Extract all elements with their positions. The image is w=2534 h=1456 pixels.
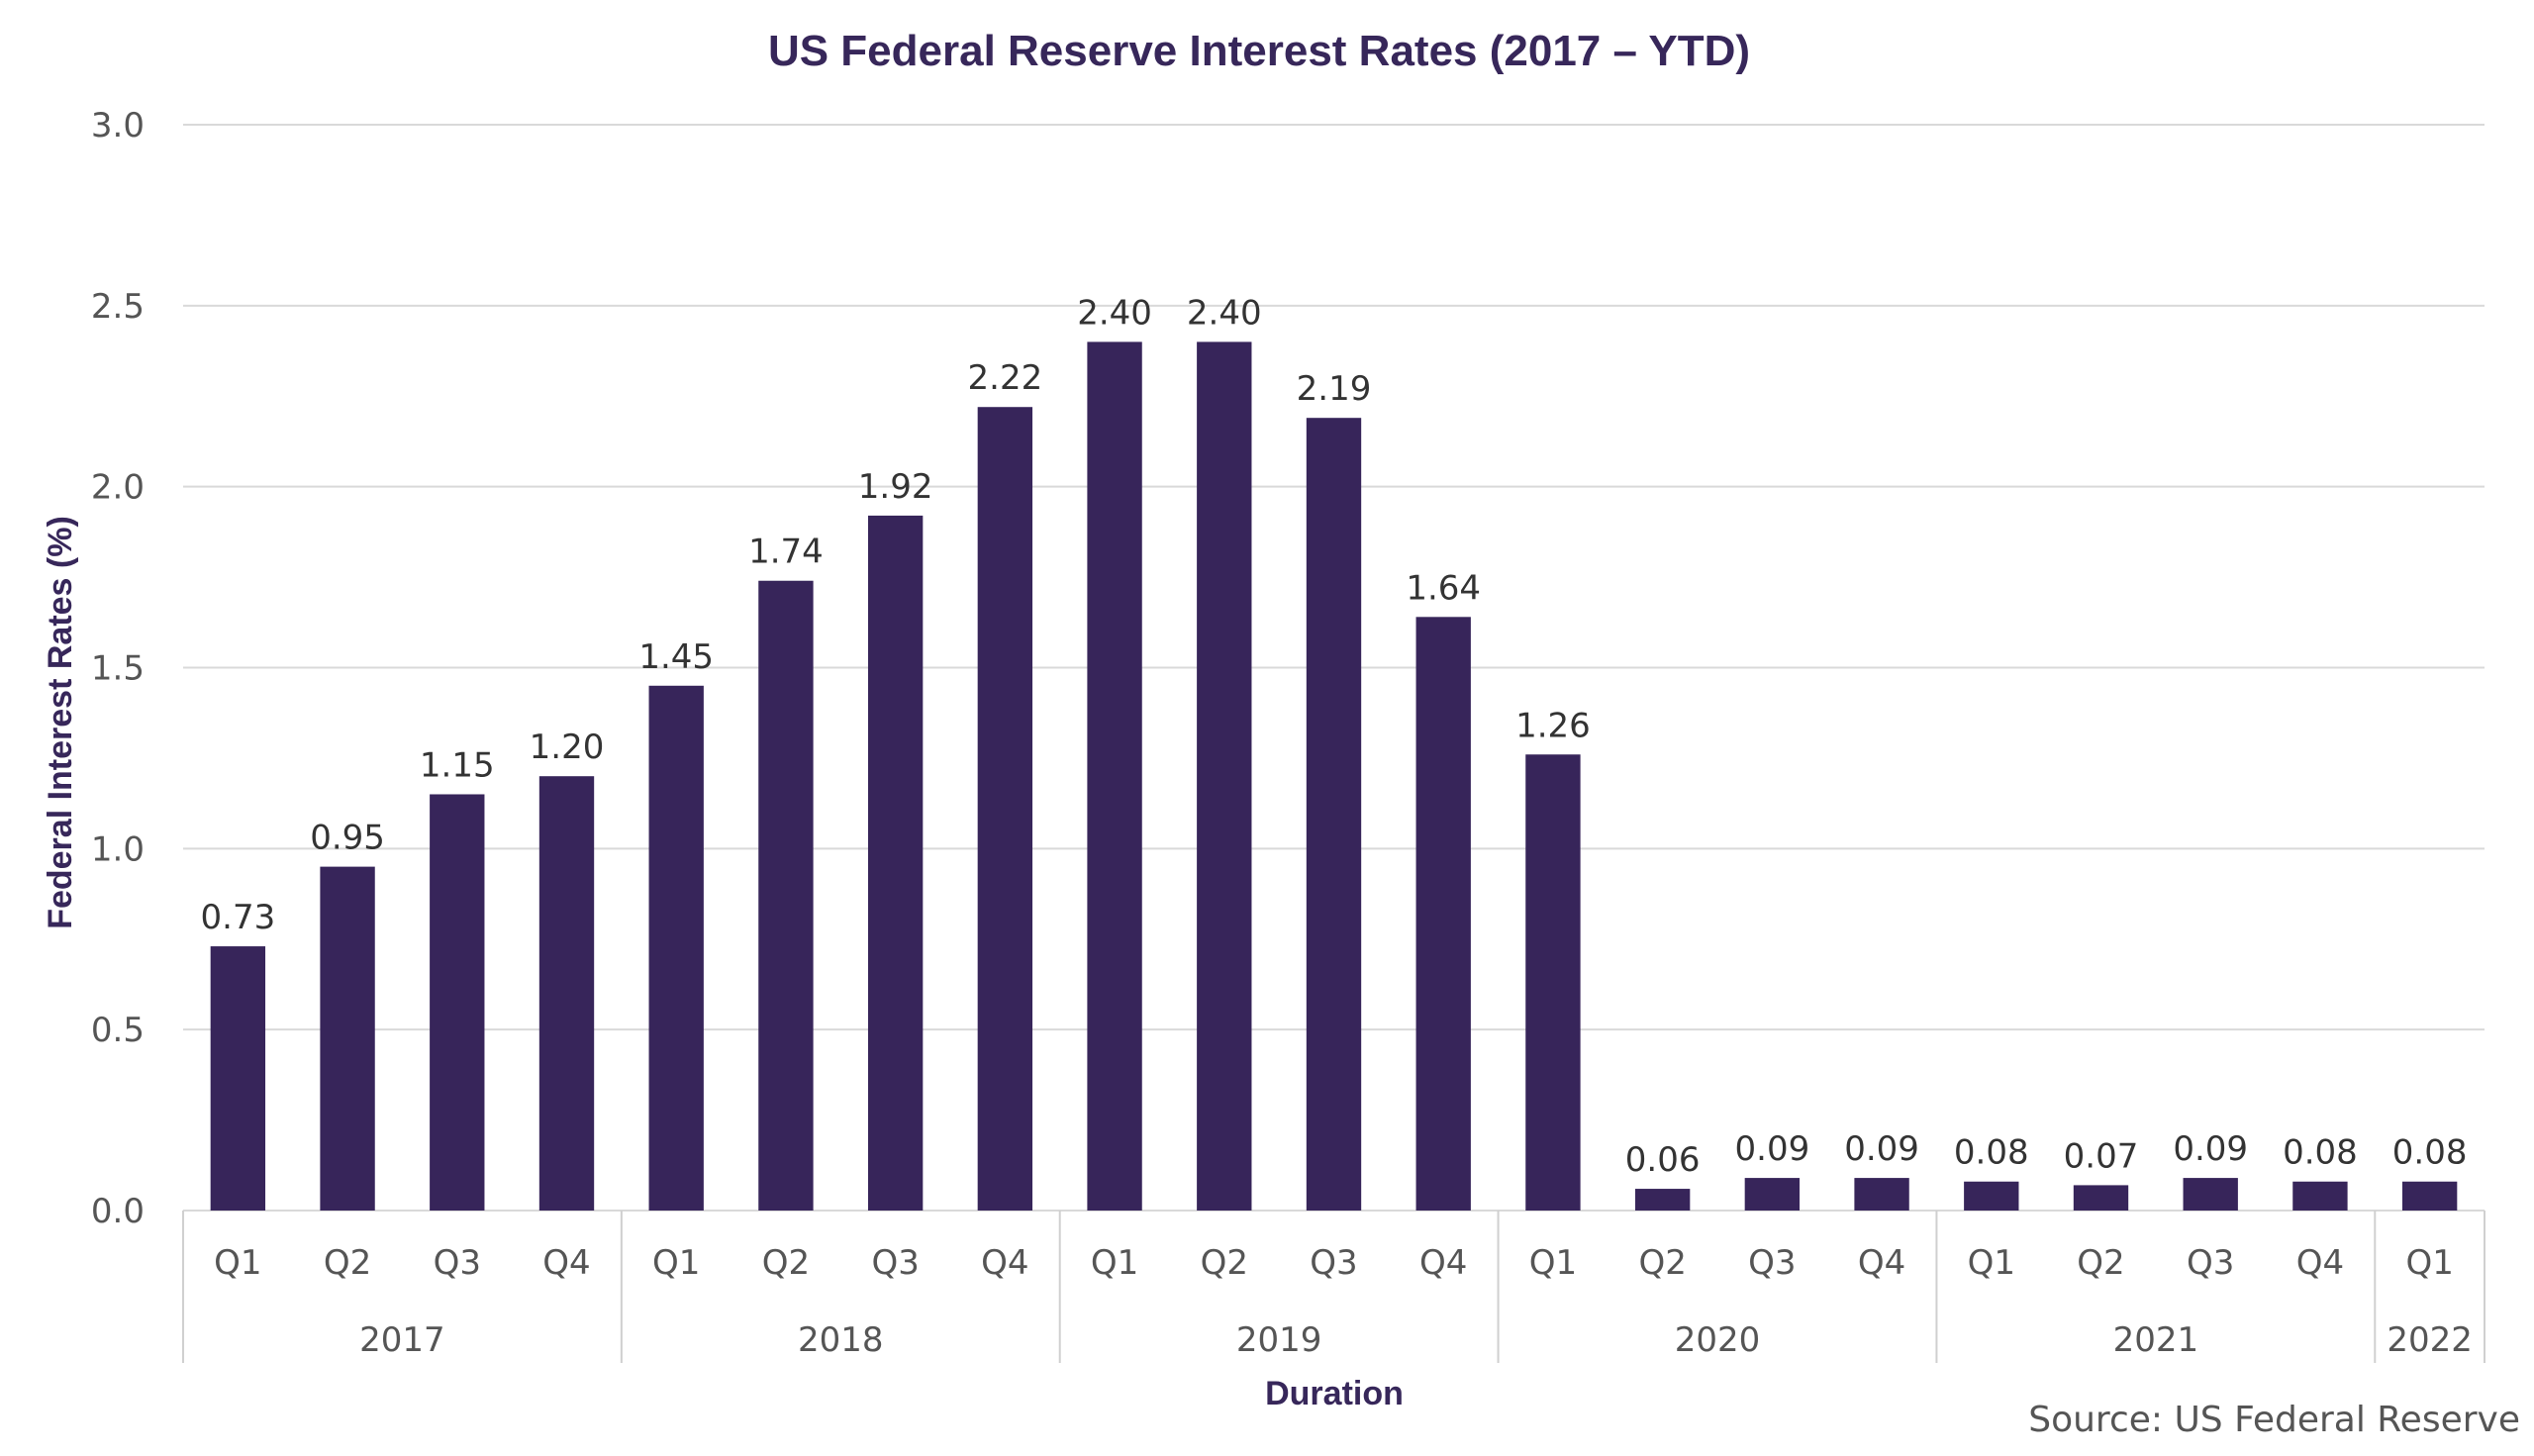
x-tick-label: Q4 <box>2296 1243 2344 1283</box>
data-label: 0.73 <box>201 898 276 937</box>
data-label: 0.09 <box>1844 1129 1919 1169</box>
x-tick-label: Q2 <box>2077 1243 2124 1283</box>
x-tick-label: Q1 <box>1968 1243 2015 1283</box>
bar <box>867 515 924 1211</box>
data-label: 0.09 <box>2173 1129 2248 1169</box>
x-group-label: 2020 <box>1675 1320 1761 1360</box>
bar <box>2401 1181 2458 1211</box>
bar <box>1854 1178 1909 1211</box>
bar <box>1634 1189 1691 1211</box>
x-tick-label: Q2 <box>324 1243 371 1283</box>
bar <box>758 580 814 1211</box>
x-tick-label: Q2 <box>1638 1243 1686 1283</box>
data-label: 1.20 <box>530 728 605 767</box>
bar <box>1525 754 1581 1211</box>
bar <box>210 946 266 1211</box>
bar <box>2073 1185 2129 1211</box>
bar <box>538 776 595 1211</box>
x-tick-label: Q4 <box>1419 1243 1467 1283</box>
bar <box>320 866 375 1211</box>
y-tick-label: 3.0 <box>91 106 145 146</box>
x-group-label: 2019 <box>1236 1320 1322 1360</box>
bar <box>2292 1181 2348 1211</box>
x-tick-label: Q1 <box>214 1243 261 1283</box>
x-tick-label: Q3 <box>1748 1243 1796 1283</box>
bar <box>977 407 1033 1212</box>
bar <box>1197 341 1252 1211</box>
data-label: 1.26 <box>1515 706 1591 745</box>
data-label: 2.40 <box>1187 293 1262 333</box>
data-label: 0.08 <box>1954 1133 2029 1173</box>
x-tick-label: Q3 <box>2187 1243 2234 1283</box>
bar <box>648 685 704 1211</box>
data-label: 1.92 <box>858 467 933 507</box>
x-tick-label: Q4 <box>981 1243 1028 1283</box>
x-axis-title: Duration <box>1265 1375 1404 1412</box>
x-group-label: 2018 <box>798 1320 884 1360</box>
y-tick-label: 2.5 <box>91 287 145 327</box>
bar <box>430 794 485 1211</box>
data-label: 2.40 <box>1077 293 1152 333</box>
x-tick-label: Q4 <box>542 1243 590 1283</box>
x-group-label: 2022 <box>2387 1320 2473 1360</box>
x-tick-label: Q1 <box>2405 1243 2453 1283</box>
source-note: Source: US Federal Reserve <box>2028 1400 2520 1440</box>
data-label: 1.64 <box>1406 568 1481 608</box>
y-tick-label: 1.5 <box>91 649 145 689</box>
x-tick-label: Q4 <box>1858 1243 1905 1283</box>
data-label: 0.95 <box>310 819 385 858</box>
bar <box>1964 1181 2019 1211</box>
data-label: 0.08 <box>2283 1133 2358 1173</box>
y-tick-label: 0.5 <box>91 1011 145 1050</box>
bars <box>210 341 2458 1212</box>
data-label: 0.08 <box>2392 1133 2468 1173</box>
y-tick-label: 0.0 <box>91 1192 145 1231</box>
x-tick-label: Q3 <box>1310 1243 1357 1283</box>
data-label: 1.15 <box>420 745 495 785</box>
data-labels: 0.73 0.95 1.15 1.20 1.45 1.74 1.92 2.22 2.40 2.40… <box>201 293 2468 1180</box>
x-tick-label: Q2 <box>1201 1243 1248 1283</box>
data-label: 2.19 <box>1297 369 1372 409</box>
x-tick-label: Q1 <box>652 1243 700 1283</box>
bar <box>2183 1178 2238 1211</box>
bar <box>1744 1178 1801 1211</box>
bar <box>1415 617 1471 1211</box>
data-label: 1.45 <box>638 637 714 677</box>
x-tick-label: Q2 <box>762 1243 810 1283</box>
y-tick-label: 2.0 <box>91 468 145 508</box>
y-axis-ticks: 0.0 0.5 1.0 1.5 2.0 2.5 3.0 <box>91 106 145 1231</box>
x-tick-label: Q3 <box>871 1243 919 1283</box>
data-label: 0.06 <box>1625 1140 1701 1180</box>
chart-title: US Federal Reserve Interest Rates (2017 … <box>768 27 1750 75</box>
x-group-label: 2017 <box>359 1320 445 1360</box>
x-group-label: 2021 <box>2113 1320 2199 1360</box>
x-axis: Q1 Q2 Q3 Q4 2017 Q1 Q2 Q3 Q4 2018 Q1 Q2 Q3 Q4 2019 Q1 Q2… <box>182 1211 2485 1363</box>
data-label: 0.07 <box>2064 1136 2139 1176</box>
x-tick-label: Q1 <box>1091 1243 1138 1283</box>
x-tick-label: Q3 <box>434 1243 481 1283</box>
y-axis-title: Federal Interest Rates (%) <box>42 516 79 929</box>
bar <box>1087 341 1142 1211</box>
data-label: 1.74 <box>748 533 824 572</box>
x-tick-label: Q1 <box>1529 1243 1577 1283</box>
y-tick-label: 1.0 <box>91 829 145 869</box>
data-label: 0.09 <box>1735 1129 1810 1169</box>
bar <box>1306 418 1362 1211</box>
data-label: 2.22 <box>968 358 1043 398</box>
